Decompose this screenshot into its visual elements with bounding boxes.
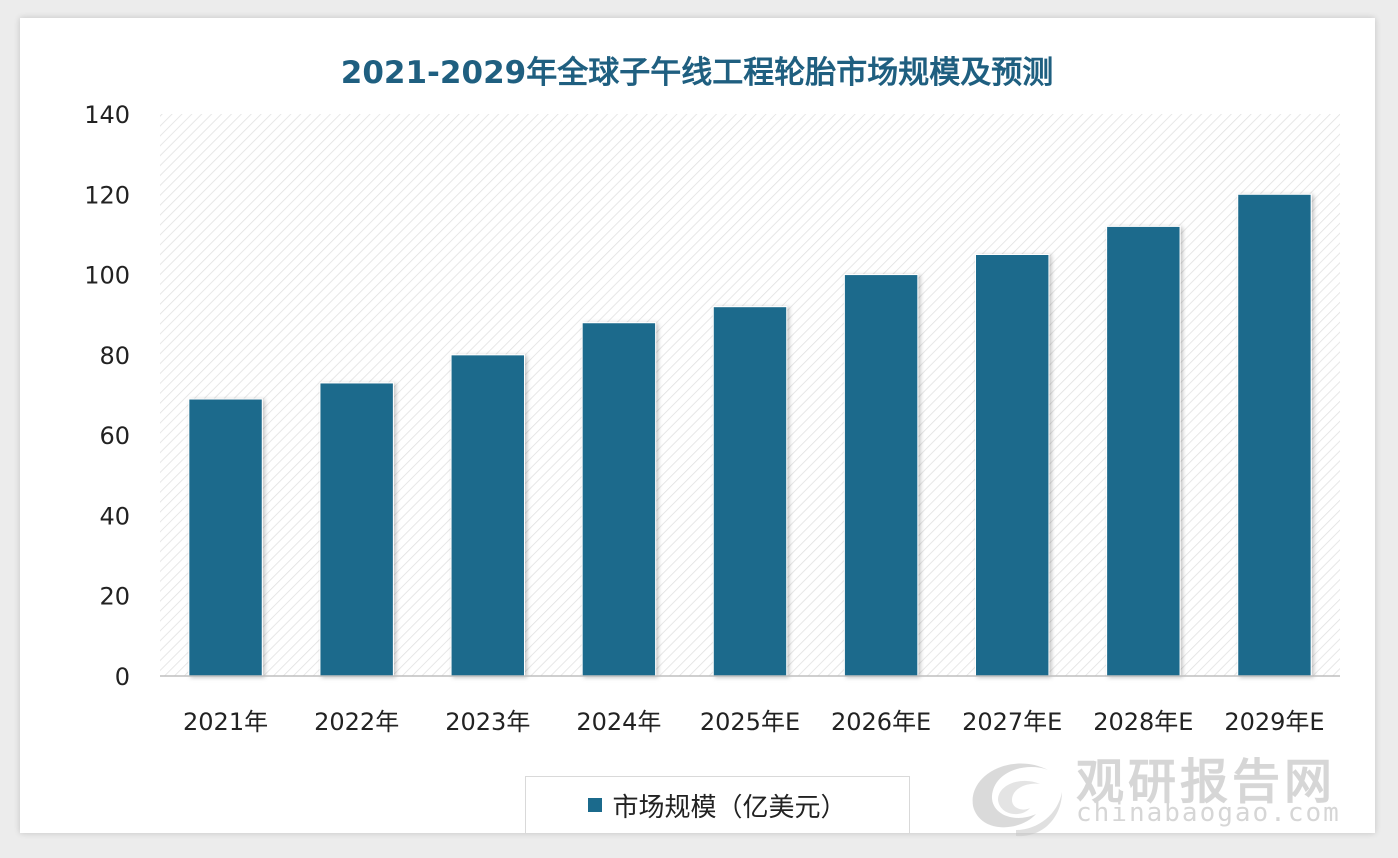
y-tick-label: 20 xyxy=(99,583,130,611)
swirl-logo-icon xyxy=(972,763,1062,837)
chart-title: 2021-2029年全球子午线工程轮胎市场规模及预测 xyxy=(341,55,1053,91)
legend-label: 市场规模（亿美元） xyxy=(612,792,847,823)
y-tick-label: 0 xyxy=(115,663,130,691)
watermark-en: chinabaogao.com xyxy=(1076,798,1341,828)
watermark-cn: 观研报告网 xyxy=(1076,754,1337,810)
chart-card: 2021-2029年全球子午线工程轮胎市场规模及预测 0 20 40 60 80 100 1… xyxy=(20,18,1375,837)
legend-swatch xyxy=(588,798,603,812)
bar xyxy=(1237,193,1312,677)
bar-chart: 2021-2029年全球子午线工程轮胎市场规模及预测 0 20 40 60 80 100 1… xyxy=(84,55,1340,736)
y-tick-label: 40 xyxy=(99,502,130,530)
bar xyxy=(450,354,525,677)
bar xyxy=(188,398,263,677)
y-tick-label: 60 xyxy=(99,422,130,450)
x-tick-label: 2021年 xyxy=(183,708,268,736)
y-axis: 0 20 40 60 80 100 120 140 xyxy=(84,101,130,691)
x-tick-label: 2029年E xyxy=(1224,708,1324,736)
x-tick-label: 2023年 xyxy=(445,708,530,736)
y-tick-label: 120 xyxy=(84,181,130,209)
bar xyxy=(843,274,919,677)
bar xyxy=(975,254,1050,677)
bar xyxy=(1106,225,1181,677)
x-tick-label: 2024年 xyxy=(576,708,661,736)
bars-group xyxy=(188,193,1312,677)
legend: 市场规模（亿美元） xyxy=(525,776,910,834)
watermark: 观研报告网 chinabaogao.com xyxy=(958,740,1398,850)
y-tick-label: 80 xyxy=(99,342,130,370)
x-axis: 2021年 2022年 2023年 2024年 2025年E 2026年E 2027年E 20… xyxy=(183,708,1325,736)
x-tick-label: 2022年 xyxy=(314,708,399,736)
x-tick-label: 2028年E xyxy=(1093,708,1193,736)
bar xyxy=(712,306,788,677)
x-tick-label: 2025年E xyxy=(700,708,800,736)
y-tick-label: 100 xyxy=(84,262,130,290)
bar xyxy=(581,322,657,677)
x-tick-label: 2026年E xyxy=(831,708,931,736)
bar xyxy=(319,382,394,677)
y-tick-label: 140 xyxy=(84,101,130,129)
x-tick-label: 2027年E xyxy=(962,708,1062,736)
